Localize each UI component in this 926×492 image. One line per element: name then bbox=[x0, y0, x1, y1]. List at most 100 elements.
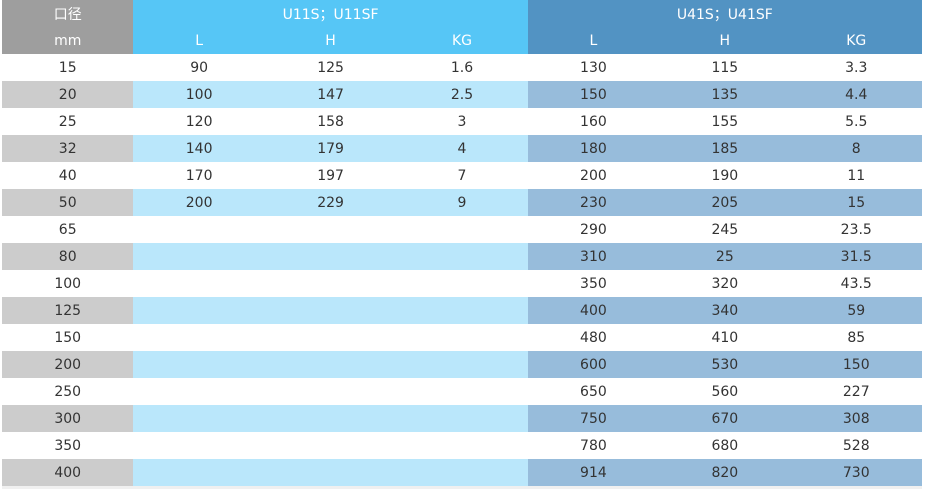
header-row-1: 口径 U11S；U11SF U41S；U41SF bbox=[2, 0, 922, 27]
u11-h-cell bbox=[264, 324, 397, 351]
dn-cell: 15 bbox=[2, 54, 134, 81]
table-row: 80 310 25 31.5 bbox=[2, 243, 922, 270]
u41-h-cell: 530 bbox=[659, 351, 791, 378]
dn-cell: 200 bbox=[2, 351, 134, 378]
dn-cell: 250 bbox=[2, 378, 134, 405]
u41-h-cell: 155 bbox=[659, 108, 791, 135]
u41-l-cell: 480 bbox=[527, 324, 660, 351]
dn-cell: 150 bbox=[2, 324, 134, 351]
u41-l-cell: 310 bbox=[527, 243, 660, 270]
u11-l-cell bbox=[133, 405, 265, 432]
u11-l-cell bbox=[133, 378, 265, 405]
u11-l-cell bbox=[133, 324, 265, 351]
u41-kg-cell: 31.5 bbox=[790, 243, 922, 270]
dn-unit-header: mm bbox=[2, 27, 134, 54]
u11-h-cell: 229 bbox=[264, 189, 397, 216]
u11-kg-cell bbox=[396, 351, 528, 378]
dn-cell: 80 bbox=[2, 243, 134, 270]
u41-h-cell: 670 bbox=[659, 405, 791, 432]
u11-kg-cell bbox=[396, 216, 528, 243]
u11-l-cell: 100 bbox=[133, 81, 265, 108]
u41-col-h: H bbox=[659, 27, 791, 54]
u41-l-cell: 180 bbox=[527, 135, 660, 162]
u11-h-cell: 158 bbox=[264, 108, 397, 135]
u41-kg-cell: 308 bbox=[790, 405, 922, 432]
dn-cell: 125 bbox=[2, 297, 134, 324]
dn-cell: 300 bbox=[2, 405, 134, 432]
u11-kg-cell bbox=[396, 432, 528, 459]
u41-h-cell: 205 bbox=[659, 189, 791, 216]
u41-kg-cell: 8 bbox=[790, 135, 922, 162]
u41-h-cell: 340 bbox=[659, 297, 791, 324]
u11-kg-cell: 3 bbox=[396, 108, 528, 135]
u41-l-cell: 914 bbox=[527, 459, 660, 486]
table-row: 32 140 179 4 180 185 8 bbox=[2, 135, 922, 162]
u11-l-cell bbox=[133, 432, 265, 459]
u11-kg-cell bbox=[396, 324, 528, 351]
table-row: 250 650 560 227 bbox=[2, 378, 922, 405]
u11-l-cell bbox=[133, 459, 265, 486]
u41-kg-cell: 3.3 bbox=[790, 54, 922, 81]
u41-l-cell: 750 bbox=[527, 405, 660, 432]
u41-h-cell: 245 bbox=[659, 216, 791, 243]
u11-kg-cell bbox=[396, 459, 528, 486]
u11-kg-cell bbox=[396, 297, 528, 324]
u11-h-cell bbox=[264, 243, 397, 270]
dn-cell: 400 bbox=[2, 459, 134, 486]
u11-h-cell bbox=[264, 351, 397, 378]
dn-cell: 50 bbox=[2, 189, 134, 216]
u41-l-cell: 600 bbox=[527, 351, 660, 378]
u41-h-cell: 190 bbox=[659, 162, 791, 189]
u41-l-cell: 160 bbox=[527, 108, 660, 135]
u41-h-cell: 410 bbox=[659, 324, 791, 351]
u11-h-cell bbox=[264, 432, 397, 459]
u11-kg-cell: 1.6 bbox=[396, 54, 528, 81]
u11-h-cell: 179 bbox=[264, 135, 397, 162]
table-row: 40 170 197 7 200 190 11 bbox=[2, 162, 922, 189]
u11-h-cell bbox=[264, 405, 397, 432]
header-row-2: mm L H KG L H KG bbox=[2, 27, 922, 54]
u41-l-cell: 350 bbox=[527, 270, 660, 297]
u41-kg-cell: 150 bbox=[790, 351, 922, 378]
u11-h-cell bbox=[264, 216, 397, 243]
table-row: 150 480 410 85 bbox=[2, 324, 922, 351]
u11-h-cell bbox=[264, 459, 397, 486]
u11-l-cell: 120 bbox=[133, 108, 265, 135]
u41-h-cell: 560 bbox=[659, 378, 791, 405]
u11-l-cell bbox=[133, 216, 265, 243]
u11-h-cell bbox=[264, 378, 397, 405]
u41-kg-cell: 730 bbox=[790, 459, 922, 486]
u41-l-cell: 200 bbox=[527, 162, 660, 189]
u11-h-cell bbox=[264, 270, 397, 297]
u41-h-cell: 320 bbox=[659, 270, 791, 297]
u11-col-h: H bbox=[264, 27, 397, 54]
table-row: 350 780 680 528 bbox=[2, 432, 922, 459]
dn-cell: 350 bbox=[2, 432, 134, 459]
u11-h-cell: 147 bbox=[264, 81, 397, 108]
u41-kg-cell: 11 bbox=[790, 162, 922, 189]
u11-kg-cell: 4 bbox=[396, 135, 528, 162]
u41-kg-cell: 43.5 bbox=[790, 270, 922, 297]
u41-h-cell: 115 bbox=[659, 54, 791, 81]
dn-cell: 100 bbox=[2, 270, 134, 297]
u41-kg-cell: 59 bbox=[790, 297, 922, 324]
dn-cell: 25 bbox=[2, 108, 134, 135]
u41-kg-cell: 15 bbox=[790, 189, 922, 216]
u41-kg-cell: 5.5 bbox=[790, 108, 922, 135]
u41-group-header: U41S；U41SF bbox=[527, 0, 922, 27]
u11-kg-cell: 2.5 bbox=[396, 81, 528, 108]
u11-kg-cell bbox=[396, 405, 528, 432]
table-row: 20 100 147 2.5 150 135 4.4 bbox=[2, 81, 922, 108]
u11-h-cell bbox=[264, 297, 397, 324]
u41-kg-cell: 4.4 bbox=[790, 81, 922, 108]
u41-col-kg: KG bbox=[790, 27, 922, 54]
table-row: 300 750 670 308 bbox=[2, 405, 922, 432]
u41-kg-cell: 227 bbox=[790, 378, 922, 405]
table-body: 15 90 125 1.6 130 115 3.3 20 100 147 2.5 150 135 4.4 2… bbox=[2, 54, 922, 486]
u11-h-cell: 125 bbox=[264, 54, 397, 81]
table-row: 125 400 340 59 bbox=[2, 297, 922, 324]
u41-l-cell: 130 bbox=[527, 54, 660, 81]
u11-kg-cell: 7 bbox=[396, 162, 528, 189]
